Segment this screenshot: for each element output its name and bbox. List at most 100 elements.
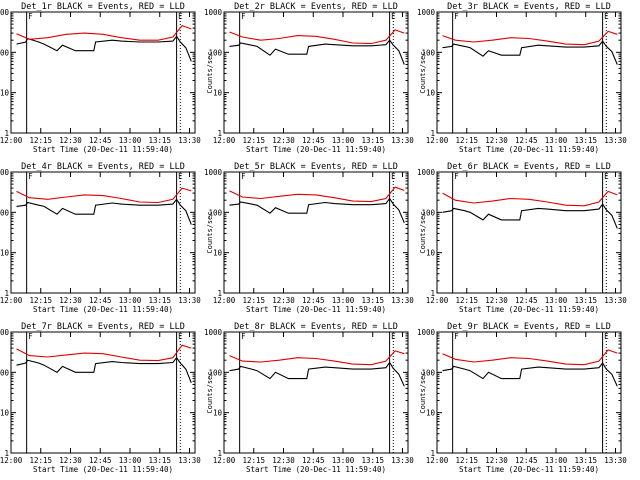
marker-label: E (604, 172, 609, 181)
x-tick-label: 12:45 (302, 296, 325, 305)
y-tick-label: 10 (213, 89, 223, 98)
x-tick-label: 13:30 (178, 456, 201, 465)
marker-label: F (241, 12, 246, 21)
x-tick-label: 12:00 (213, 296, 236, 305)
plot-frame (10, 11, 196, 134)
x-tick-label: 12:00 (213, 136, 236, 145)
x-tick-label: 13:30 (391, 136, 414, 145)
plot-frame (436, 331, 622, 454)
x-tick-label: 13:00 (332, 296, 355, 305)
series-events-line (229, 197, 405, 224)
x-tick-label: 12:15 (29, 296, 52, 305)
panel-title: Det_5r BLACK = Events, RED = LLD (234, 162, 398, 172)
y-axis-label: Counts/sec (0, 211, 1, 253)
panel-title: Det_9r BLACK = Events, RED = LLD (447, 322, 611, 332)
y-tick-label: 10 (0, 409, 9, 418)
x-tick-label: 13:15 (574, 136, 597, 145)
x-tick-label: 12:45 (515, 296, 538, 305)
x-tick-label: 13:30 (604, 296, 627, 305)
y-axis-label: Counts/sec (0, 51, 1, 93)
panel-title: Det_8r BLACK = Events, RED = LLD (234, 322, 398, 332)
y-tick-label: 10 (426, 409, 436, 418)
marker-label: F (454, 332, 459, 341)
panel-title: Det_1r BLACK = Events, RED = LLD (21, 2, 185, 12)
x-tick-label: 12:30 (485, 136, 508, 145)
x-tick-label: 12:45 (89, 456, 112, 465)
series-events-line (16, 198, 192, 225)
x-tick-label: 13:30 (391, 296, 414, 305)
y-tick-label: 1000 (417, 8, 436, 17)
y-axis-label: Counts/sec (419, 211, 427, 253)
marker-label: E (391, 12, 396, 21)
plot-frame (10, 331, 196, 454)
y-axis-label: Counts/sec (419, 51, 427, 93)
y-axis-label: Counts/sec (206, 371, 214, 413)
x-tick-label: 13:15 (361, 136, 384, 145)
x-axis-label: Start Time (20-Dec-11 11:59:40) (459, 145, 599, 154)
x-tick-label: 12:45 (89, 296, 112, 305)
x-axis-label: Start Time (20-Dec-11 11:59:40) (459, 305, 599, 314)
panel-det-6: Det_6r BLACK = Events, RED = LLD 1 10 100 10… (417, 162, 627, 314)
series-events-line (442, 203, 618, 229)
x-tick-label: 12:45 (89, 136, 112, 145)
x-tick-label: 13:15 (361, 296, 384, 305)
y-tick-label: 10 (426, 249, 436, 258)
x-tick-label: 12:30 (59, 136, 82, 145)
x-tick-label: 12:30 (272, 456, 295, 465)
y-axis-label: Counts/sec (419, 371, 427, 413)
y-tick-label: 100 (0, 368, 9, 377)
panel-title: Det_2r BLACK = Events, RED = LLD (234, 2, 398, 12)
x-tick-label: 13:15 (148, 136, 171, 145)
x-tick-label: 12:00 (426, 296, 449, 305)
series-events-line (442, 362, 618, 387)
x-tick-label: 12:00 (0, 136, 23, 145)
panel-title: Det_4r BLACK = Events, RED = LLD (21, 162, 185, 172)
x-tick-label: 13:15 (148, 456, 171, 465)
y-tick-label: 100 (421, 368, 435, 377)
y-tick-label: 100 (421, 48, 435, 57)
x-tick-label: 12:00 (0, 456, 23, 465)
x-tick-label: 13:15 (148, 296, 171, 305)
x-tick-label: 13:30 (604, 456, 627, 465)
y-tick-label: 1 (4, 449, 9, 458)
series-lld-line (229, 29, 405, 45)
x-tick-label: 13:00 (332, 136, 355, 145)
x-tick-label: 12:30 (59, 456, 82, 465)
series-lld-line (229, 186, 405, 203)
plot-frame (436, 171, 622, 294)
series-lld-line (16, 24, 192, 41)
x-tick-label: 13:00 (545, 296, 568, 305)
y-tick-label: 1000 (204, 8, 223, 17)
marker-label: F (241, 172, 246, 181)
x-axis-label: Start Time (20-Dec-11 11:59:40) (246, 305, 386, 314)
x-axis-label: Start Time (20-Dec-11 11:59:40) (246, 465, 386, 474)
x-tick-label: 12:30 (272, 136, 295, 145)
marker-label: E (178, 172, 183, 181)
marker-label: E (391, 172, 396, 181)
panel-title: Det_3r BLACK = Events, RED = LLD (447, 2, 611, 12)
y-tick-label: 10 (213, 249, 223, 258)
x-axis-label: Start Time (20-Dec-11 11:59:40) (33, 305, 173, 314)
y-tick-label: 1 (217, 289, 222, 298)
y-tick-label: 100 (0, 48, 9, 57)
marker-label: F (28, 12, 33, 21)
marker-label: F (28, 332, 33, 341)
x-tick-label: 12:00 (426, 136, 449, 145)
x-tick-label: 13:00 (545, 456, 568, 465)
x-axis-label: Start Time (20-Dec-11 11:59:40) (33, 465, 173, 474)
x-tick-label: 12:00 (213, 456, 236, 465)
y-axis-label: Counts/sec (0, 371, 1, 413)
x-tick-label: 13:15 (574, 456, 597, 465)
x-tick-label: 12:15 (455, 456, 478, 465)
x-axis-label: Start Time (20-Dec-11 11:59:40) (33, 145, 173, 154)
x-tick-label: 13:30 (391, 456, 414, 465)
x-tick-label: 12:30 (485, 456, 508, 465)
plot-frame (223, 171, 409, 294)
x-tick-label: 13:00 (119, 296, 142, 305)
y-tick-label: 1000 (204, 168, 223, 177)
x-tick-label: 13:00 (119, 456, 142, 465)
x-tick-label: 12:15 (242, 296, 265, 305)
marker-label: F (454, 172, 459, 181)
y-tick-label: 10 (426, 89, 436, 98)
